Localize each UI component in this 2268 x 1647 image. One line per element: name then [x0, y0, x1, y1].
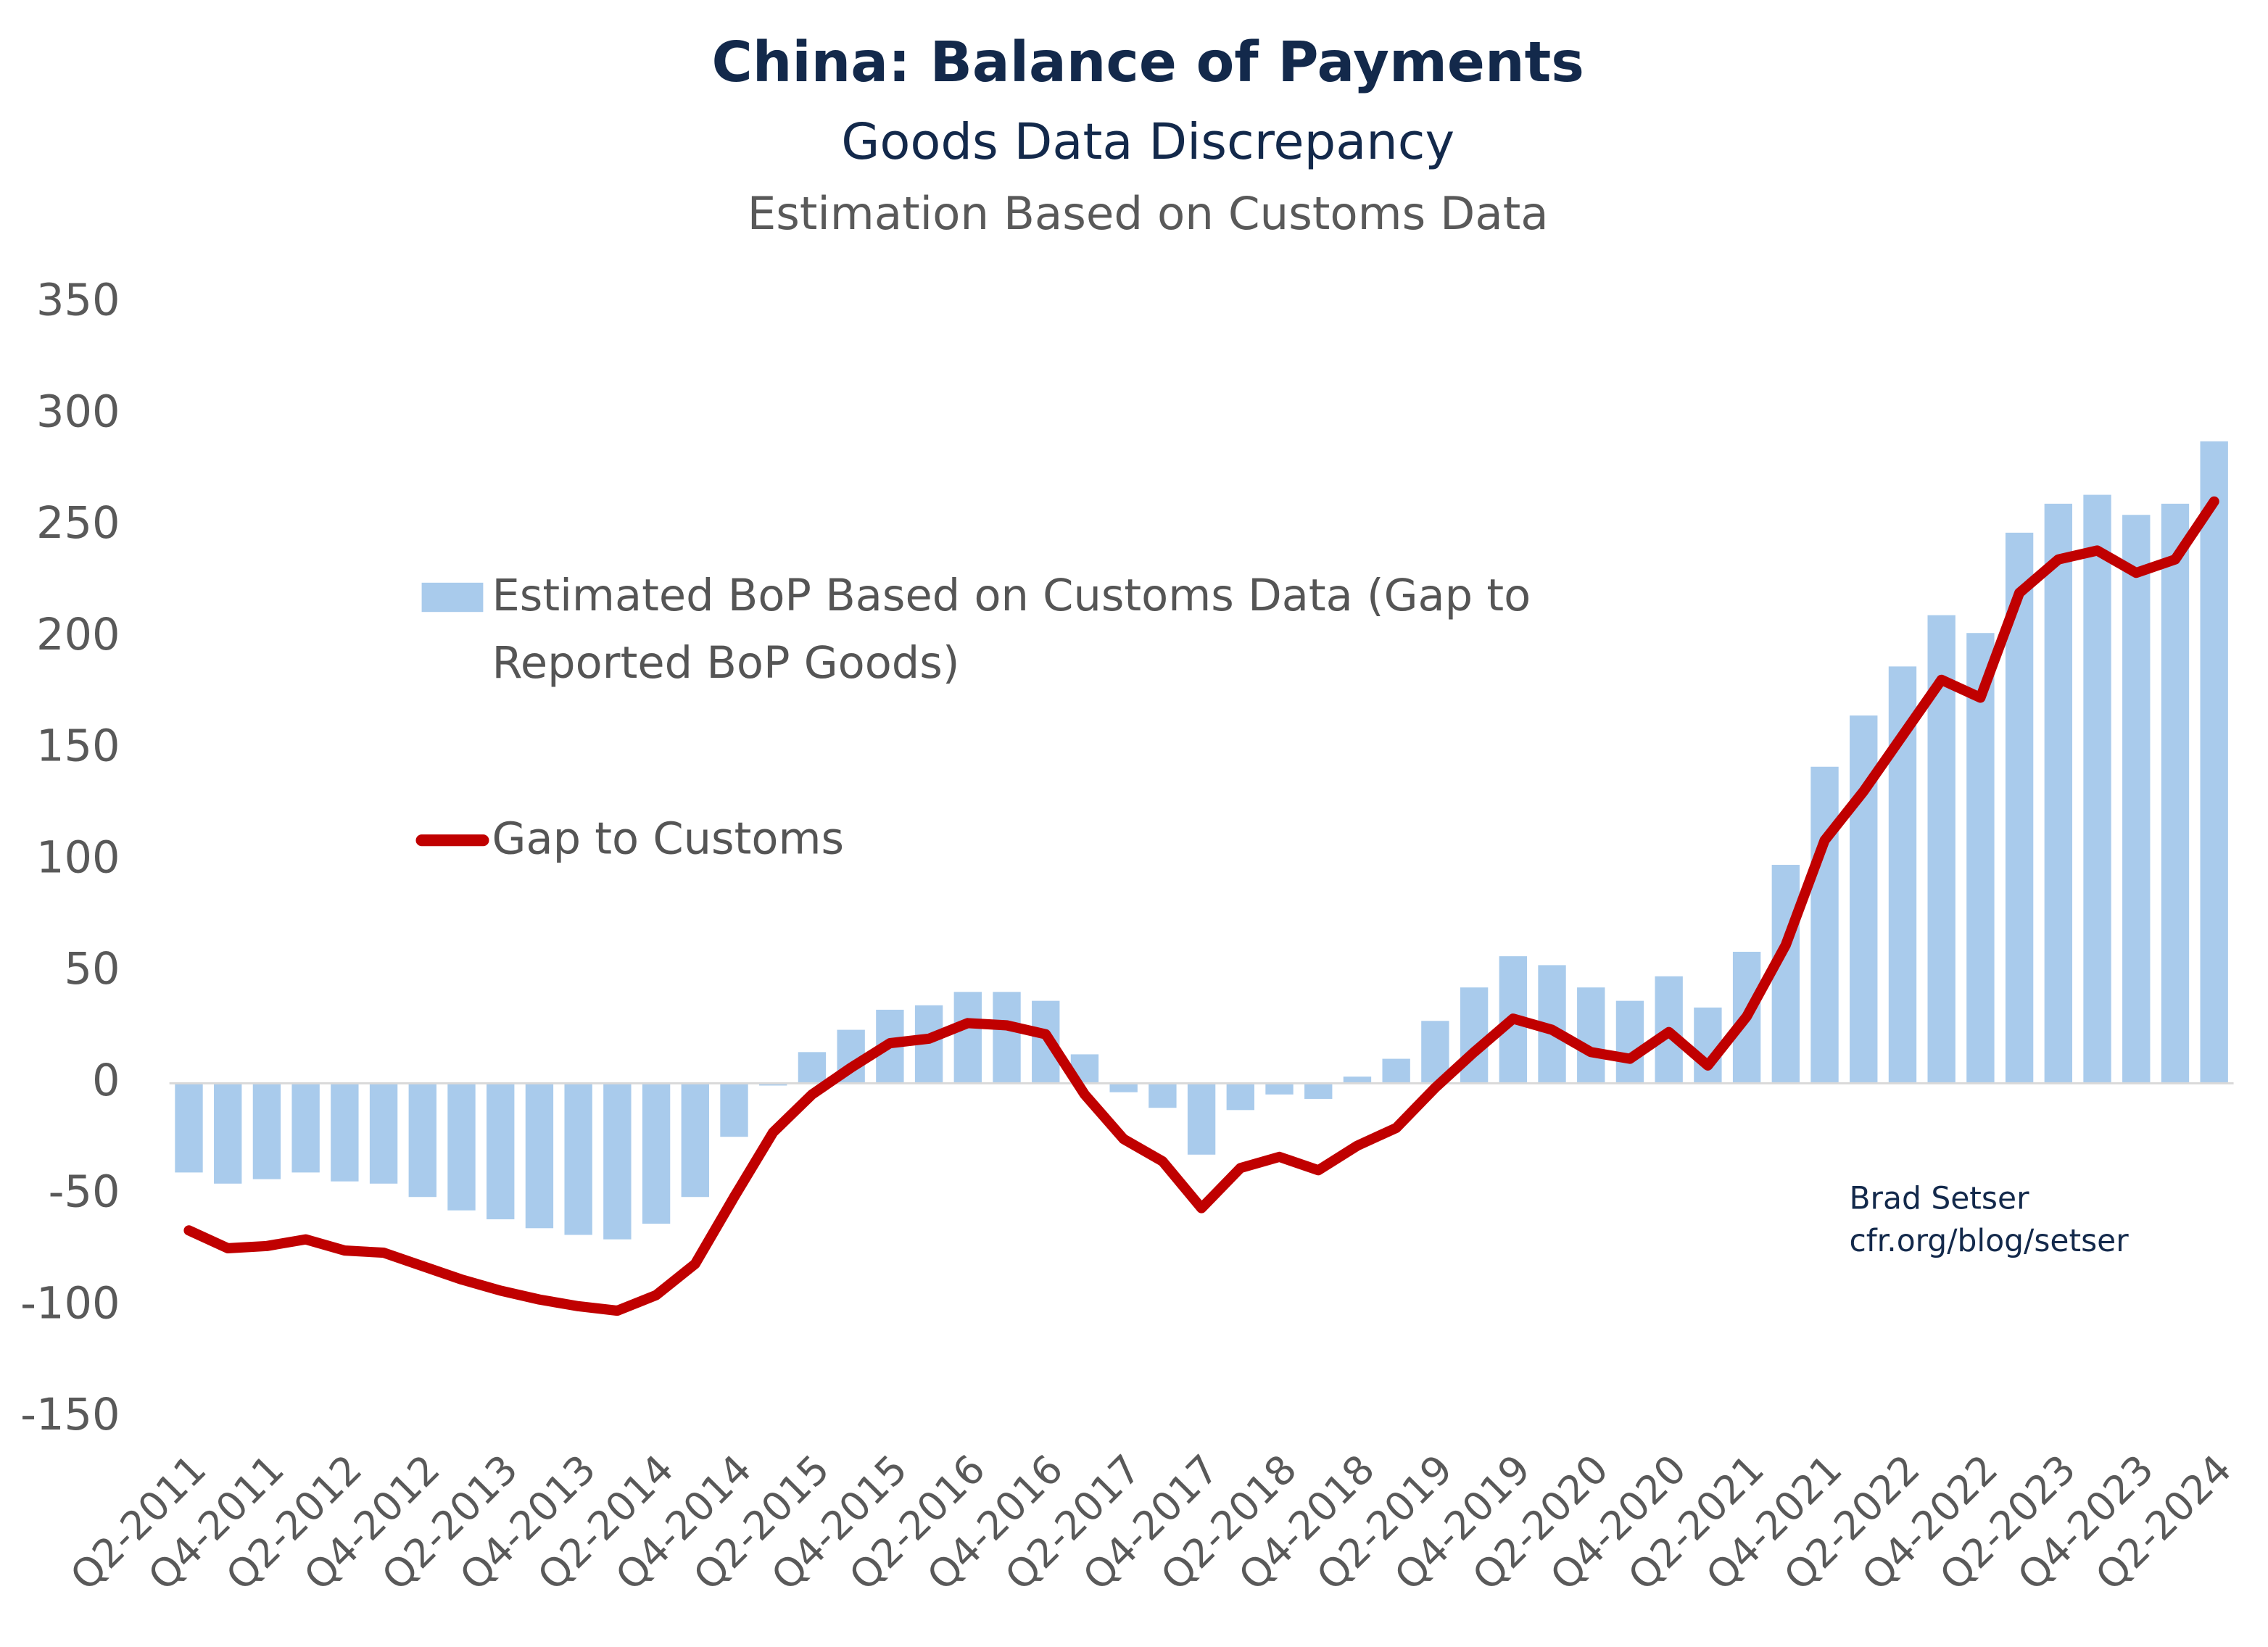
- bar: [525, 1083, 554, 1229]
- bar: [2161, 503, 2190, 1084]
- bar: [1382, 1058, 1410, 1084]
- legend-label: Gap to Customs: [492, 813, 845, 866]
- legend: Estimated BoP Based on Customs Data (Gap…: [415, 571, 1531, 866]
- bar: [252, 1083, 281, 1179]
- y-tick-label: 100: [36, 832, 120, 883]
- legend-text: Gap to Customs: [492, 813, 845, 866]
- bar: [1149, 1083, 1177, 1108]
- bar: [369, 1083, 398, 1184]
- bar: [175, 1083, 203, 1173]
- annotation: cfr.org/blog/setser: [1849, 1223, 2129, 1258]
- legend-label: Estimated BoP Based on Customs Data (Gap…: [492, 571, 1531, 690]
- bar: [1966, 633, 1995, 1084]
- bar: [408, 1083, 436, 1198]
- chart-subtitle: Goods Data Discrepancy: [841, 113, 1454, 171]
- bar: [993, 992, 1021, 1084]
- bar: [798, 1052, 827, 1084]
- bar: [2044, 503, 2073, 1084]
- bar: [1109, 1083, 1138, 1092]
- bar: [1810, 766, 1839, 1084]
- bar: [1694, 1007, 1722, 1084]
- bars: [175, 441, 2228, 1240]
- y-tick-label: 50: [64, 944, 120, 995]
- y-tick-label: 300: [36, 386, 120, 437]
- y-tick-label: -100: [20, 1279, 120, 1329]
- y-tick-label: 350: [36, 275, 120, 326]
- bar: [1226, 1083, 1254, 1111]
- bar: [2200, 441, 2228, 1084]
- y-tick-label: 150: [36, 721, 120, 772]
- bar: [2122, 515, 2151, 1084]
- bar: [681, 1083, 709, 1198]
- line: [183, 496, 2219, 1316]
- bar: [1265, 1083, 1294, 1095]
- y-tick-label: 250: [36, 498, 120, 549]
- y-tick-label: -50: [49, 1167, 120, 1218]
- chart-title: China: Balance of Payments: [711, 30, 1584, 95]
- bar: [214, 1083, 242, 1184]
- bar: [1577, 987, 1605, 1084]
- annotation: Brad Setser: [1849, 1180, 2029, 1216]
- bar: [642, 1083, 671, 1224]
- bar: [603, 1083, 632, 1240]
- bar: [720, 1083, 748, 1137]
- bar: [2083, 494, 2111, 1084]
- bar: [564, 1083, 592, 1235]
- y-tick-label: 200: [36, 610, 120, 660]
- legend-swatch: [421, 582, 484, 613]
- bar: [1343, 1076, 1372, 1084]
- bar: [331, 1083, 359, 1182]
- bar: [487, 1083, 515, 1219]
- bar: [1187, 1083, 1216, 1155]
- bar: [759, 1083, 787, 1086]
- y-tick-label: -150: [20, 1390, 120, 1440]
- bar: [1771, 865, 1800, 1084]
- chart-subtitle: Estimation Based on Customs Data: [748, 187, 1549, 240]
- bar: [1615, 1000, 1644, 1084]
- bar: [447, 1083, 476, 1211]
- bar: [1460, 987, 1489, 1084]
- bar: [1304, 1083, 1333, 1099]
- bar: [291, 1083, 320, 1173]
- y-tick-label: 0: [92, 1055, 120, 1106]
- legend-text: Estimated BoP Based on Customs Data (Gap…: [492, 571, 1531, 690]
- bar: [953, 992, 982, 1084]
